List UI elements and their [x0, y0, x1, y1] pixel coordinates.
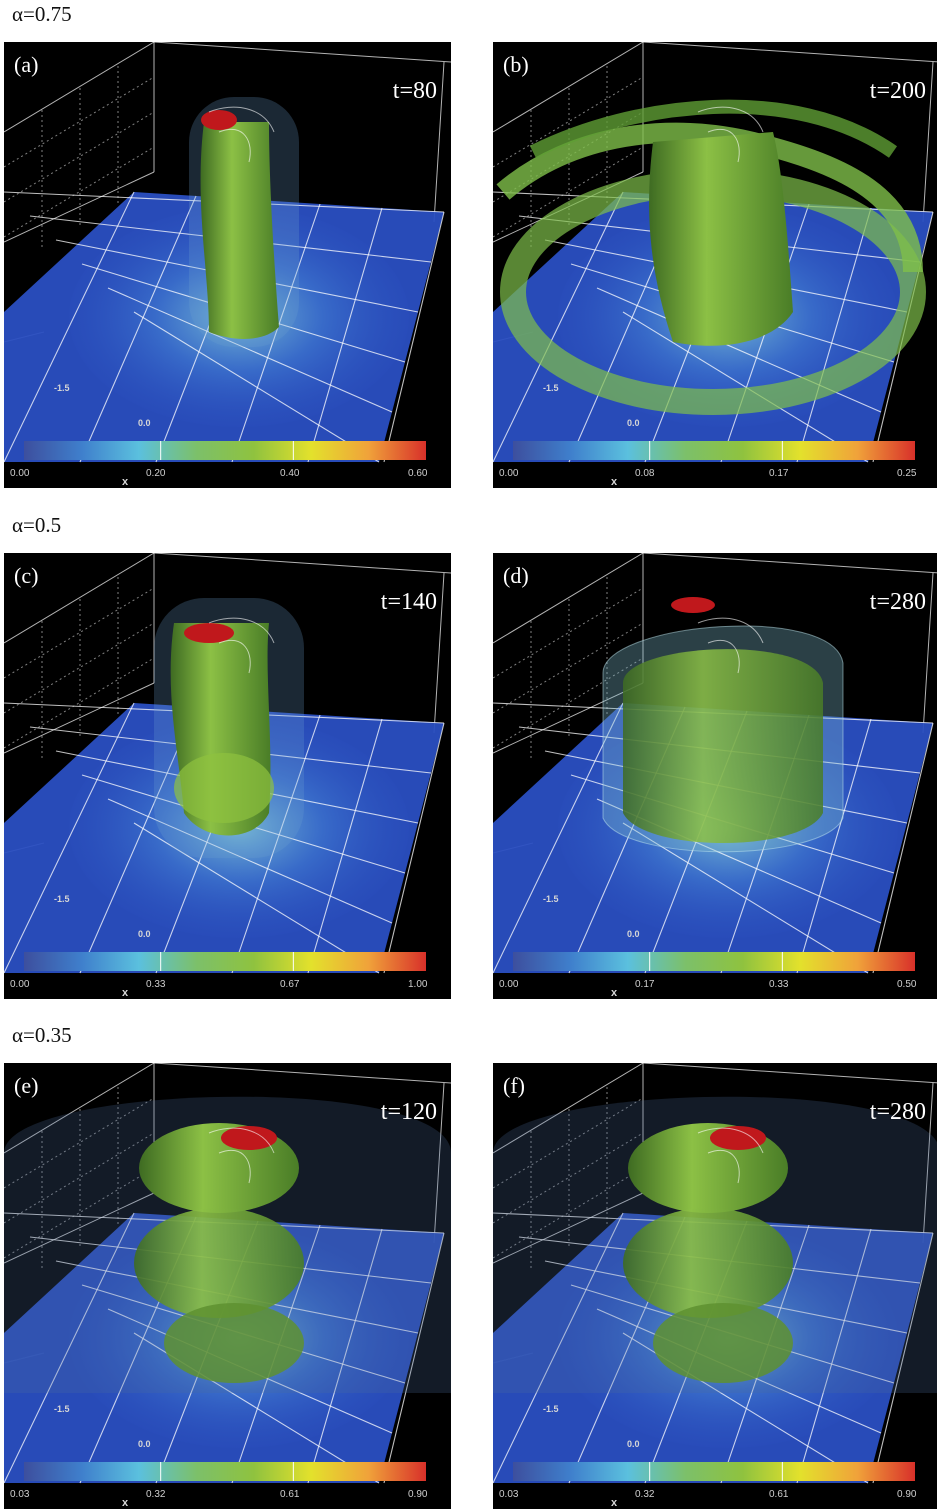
plasma-structure	[496, 99, 926, 415]
axis-name-label: x	[122, 476, 129, 488]
row-label-alpha-075: α=0.75	[12, 2, 72, 26]
colorbar-tick: 0.61	[769, 1489, 789, 1500]
colorbar-tick: 0.40	[280, 468, 300, 479]
colorbar-tick: 0.00	[10, 468, 30, 479]
wireframe-box	[4, 553, 451, 854]
time-label: t=280	[869, 1099, 926, 1125]
colorbar-tick: 0.32	[635, 1489, 655, 1500]
axis-tick-label: 0.0	[627, 418, 640, 428]
colorbar-tick: 0.61	[280, 1489, 300, 1500]
axis-tick-label: -1.5	[543, 1404, 559, 1414]
time-label: t=280	[869, 589, 926, 615]
field-lines	[208, 106, 275, 163]
time-label: t=200	[869, 78, 926, 104]
axis-tick-label: 0.0	[138, 418, 151, 428]
field-lines	[697, 106, 764, 163]
colorbar-tick: 0.00	[499, 468, 519, 479]
axis-tick-label: 0.0	[627, 929, 640, 939]
colorbar-tick: 0.90	[408, 1489, 428, 1500]
colorbar-tick: 0.00	[499, 979, 519, 990]
axis-name-label: x	[611, 987, 618, 999]
visualization	[4, 553, 451, 974]
colorbar-tick: 0.00	[10, 979, 30, 990]
field-lines	[697, 1127, 764, 1184]
field-lines	[208, 617, 275, 674]
panel-label: (f)	[503, 1073, 525, 1098]
panel-d: (d) t=280 0.00 0.17 0.33 0.50 -1.5 0.0 x	[493, 553, 937, 999]
colorbar-tick: 0.17	[769, 468, 789, 479]
colorbar-tick: 1.00	[408, 979, 428, 990]
wireframe-box	[4, 42, 451, 343]
axis-tick-label: -1.5	[54, 383, 70, 393]
plasma-structure	[4, 1096, 451, 1393]
plasma-structure	[154, 598, 304, 858]
field-lines	[208, 1127, 275, 1184]
panel-label: (a)	[14, 52, 39, 77]
colorbar-tick: 0.08	[635, 468, 655, 479]
plasma-structure	[493, 1096, 937, 1393]
colorbar-tick: 0.33	[769, 979, 789, 990]
colorbar-tick: 0.67	[280, 979, 300, 990]
panel-label: (b)	[503, 52, 529, 77]
row-label-alpha-035: α=0.35	[12, 1023, 72, 1047]
colorbar-tick: 0.25	[897, 468, 917, 479]
colorbar-tick: 0.03	[499, 1489, 519, 1500]
visualization	[4, 1063, 451, 1484]
field-lines	[697, 617, 764, 674]
axis-name-label: x	[122, 1497, 129, 1509]
time-label: t=120	[380, 1099, 437, 1125]
time-label: t=140	[380, 589, 437, 615]
colorbar	[24, 952, 426, 971]
axis-tick-label: 0.0	[138, 929, 151, 939]
axis-name-label: x	[611, 476, 618, 488]
colorbar-tick: 0.03	[10, 1489, 30, 1500]
colorbar	[24, 441, 426, 460]
panel-e: (e) t=120 0.03 0.32 0.61 0.90 -1.5 0.0 x	[4, 1063, 451, 1509]
colorbar-tick: 0.32	[146, 1489, 166, 1500]
visualization	[4, 42, 451, 463]
visualization	[493, 1063, 937, 1484]
colorbar-tick: 0.17	[635, 979, 655, 990]
panel-b: (b) t=200 0.00 0.08 0.17 0.25 -1.5 0.0 x	[493, 42, 937, 488]
colorbar	[513, 441, 915, 460]
colorbar-tick: 0.50	[897, 979, 917, 990]
axis-tick-label: -1.5	[543, 894, 559, 904]
axis-tick-label: 0.0	[138, 1439, 151, 1449]
axis-tick-label: -1.5	[543, 383, 559, 393]
plasma-structure	[189, 97, 299, 347]
axis-name-label: x	[611, 1497, 618, 1509]
colorbar-tick: 0.60	[408, 468, 428, 479]
visualization	[493, 42, 937, 463]
axis-tick-label: 0.0	[627, 1439, 640, 1449]
panel-f: (f) t=280 0.03 0.32 0.61 0.90 -1.5 0.0 x	[493, 1063, 937, 1509]
wireframe-box	[493, 1063, 937, 1364]
colorbar	[513, 952, 915, 971]
panel-a: (a) t=80 0.00 0.20 0.40 0.60 -1.5 0.0 x	[4, 42, 451, 488]
panel-c: (c) t=140 0.00 0.33 0.67 1.00 -1.5 0.0 x	[4, 553, 451, 999]
colorbar	[513, 1462, 915, 1481]
visualization	[493, 553, 937, 974]
time-label: t=80	[392, 78, 437, 104]
axis-name-label: x	[122, 987, 129, 999]
row-label-alpha-05: α=0.5	[12, 513, 62, 537]
colorbar-tick: 0.20	[146, 468, 166, 479]
wireframe-box	[493, 553, 937, 854]
panel-label: (e)	[14, 1073, 39, 1098]
colorbar-tick: 0.90	[897, 1489, 917, 1500]
colorbar	[24, 1462, 426, 1481]
axis-tick-label: -1.5	[54, 894, 70, 904]
axis-tick-label: -1.5	[54, 1404, 70, 1414]
colorbar-tick: 0.33	[146, 979, 166, 990]
panel-label: (c)	[14, 563, 39, 588]
plasma-structure	[602, 597, 844, 853]
panel-label: (d)	[503, 563, 529, 588]
